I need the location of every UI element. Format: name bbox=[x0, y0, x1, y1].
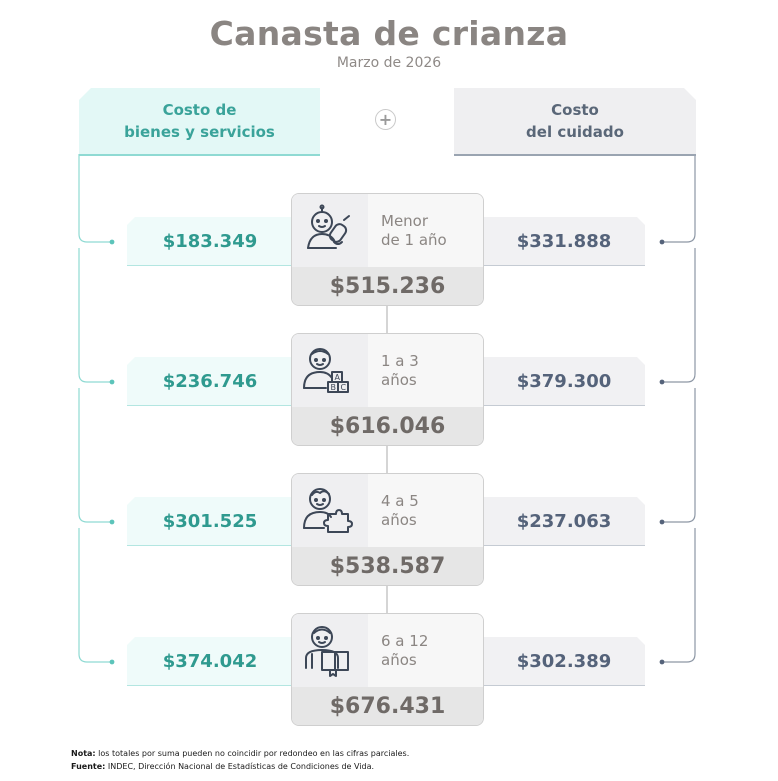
care-cost-header: Costo del cuidado bbox=[454, 88, 696, 156]
page-subtitle: Marzo de 2026 bbox=[336, 55, 442, 71]
age-label-line-1: 4 a 5 bbox=[381, 492, 419, 510]
age-label-1-3: 1 a 3 años bbox=[381, 352, 481, 390]
age-label-6-12: 6 a 12 años bbox=[381, 632, 481, 670]
care-header-line-2: del cuidado bbox=[526, 123, 624, 141]
total-under-1: $515.236 bbox=[292, 267, 483, 305]
goods-value-under-1: $183.349 bbox=[127, 217, 293, 266]
goods-and-services-header: Costo de bienes y servicios bbox=[79, 88, 320, 156]
goods-value-1-3: $236.746 bbox=[127, 357, 293, 406]
footnote: Nota: los totales por suma pueden no coi… bbox=[71, 749, 409, 758]
age-card-6-12: 6 a 12 años $676.431 bbox=[291, 613, 484, 726]
age-label-4-5: 4 a 5 años bbox=[381, 492, 481, 530]
source-label: Fuente: bbox=[71, 762, 106, 771]
age-label-line-2: de 1 año bbox=[381, 231, 447, 249]
care-value-1-3: $379.300 bbox=[483, 357, 645, 406]
age-label-line-1: Menor bbox=[381, 212, 429, 230]
child-with-book-icon bbox=[292, 614, 368, 687]
source-note: Fuente: INDEC, Dirección Nacional de Est… bbox=[71, 762, 374, 771]
age-label-line-2: años bbox=[381, 511, 417, 529]
baby-with-bottle-icon bbox=[292, 194, 368, 267]
svg-text:A: A bbox=[335, 373, 341, 382]
source-text: INDEC, Dirección Nacional de Estadística… bbox=[105, 762, 375, 771]
age-label-line-2: años bbox=[381, 371, 417, 389]
total-1-3: $616.046 bbox=[292, 407, 483, 445]
svg-text:B: B bbox=[331, 383, 337, 392]
child-with-puzzle-icon bbox=[292, 474, 368, 547]
child-with-abc-blocks-icon: A B C bbox=[292, 334, 368, 407]
footnote-label: Nota: bbox=[71, 749, 96, 758]
age-label-line-1: 1 a 3 bbox=[381, 352, 419, 370]
svg-text:C: C bbox=[341, 383, 347, 392]
age-card-4-5: 4 a 5 años $538.587 bbox=[291, 473, 484, 586]
total-4-5: $538.587 bbox=[292, 547, 483, 585]
goods-header-line-1: Costo de bbox=[162, 101, 237, 119]
care-header-line-1: Costo bbox=[551, 101, 599, 119]
age-label-line-1: 6 a 12 bbox=[381, 632, 429, 650]
goods-value-6-12: $374.042 bbox=[127, 637, 293, 686]
goods-header-line-2: bienes y servicios bbox=[124, 123, 275, 141]
page-title: Canasta de crianza bbox=[209, 14, 569, 53]
total-6-12: $676.431 bbox=[292, 687, 483, 725]
age-card-1-3: A B C 1 a 3 años $616.046 bbox=[291, 333, 484, 446]
footnote-text: los totales por suma pueden no coincidir… bbox=[95, 749, 410, 758]
care-value-under-1: $331.888 bbox=[483, 217, 645, 266]
age-card-under-1: Menor de 1 año $515.236 bbox=[291, 193, 484, 306]
care-value-6-12: $302.389 bbox=[483, 637, 645, 686]
plus-icon: + bbox=[375, 109, 396, 130]
goods-value-4-5: $301.525 bbox=[127, 497, 293, 546]
care-value-4-5: $237.063 bbox=[483, 497, 645, 546]
age-label-under-1: Menor de 1 año bbox=[381, 212, 481, 250]
age-label-line-2: años bbox=[381, 651, 417, 669]
